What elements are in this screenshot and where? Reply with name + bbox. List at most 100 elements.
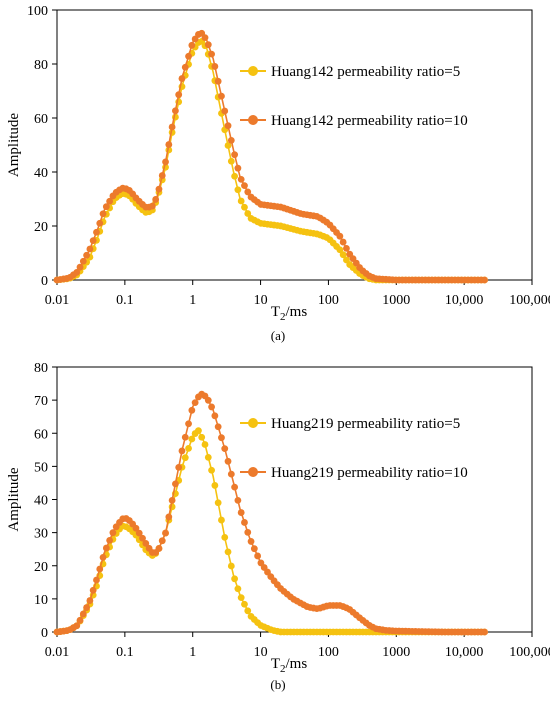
data-point: [79, 257, 87, 265]
x-tick-label: 10,000: [445, 645, 484, 660]
data-point: [224, 457, 232, 465]
data-point: [86, 245, 94, 253]
data-point: [214, 423, 222, 431]
legend-label: Huang219 permeability ratio=5: [271, 416, 460, 432]
data-point: [106, 197, 114, 205]
data-point: [244, 528, 252, 536]
data-point: [89, 586, 97, 594]
y-tick-label: 80: [34, 58, 48, 73]
panel-caption: (b): [270, 677, 285, 692]
data-point: [224, 122, 232, 130]
y-tick-label: 80: [34, 361, 48, 376]
legend-marker: [248, 467, 258, 477]
data-point: [241, 182, 248, 190]
x-tick-label: 1000: [382, 293, 410, 308]
x-tick-label: 1000: [382, 645, 410, 660]
y-tick-label: 40: [34, 494, 48, 509]
data-point: [148, 202, 156, 210]
data-point: [237, 175, 245, 183]
y-tick-label: 60: [34, 427, 48, 442]
data-point: [73, 269, 81, 276]
data-point: [76, 263, 84, 271]
data-point: [102, 203, 110, 211]
data-point: [188, 435, 196, 443]
data-point: [139, 534, 146, 542]
data-point: [231, 575, 239, 583]
data-point: [234, 186, 242, 194]
data-point: [237, 197, 245, 205]
data-point: [211, 63, 219, 70]
data-point: [175, 91, 183, 99]
data-point: [208, 50, 215, 58]
data-point: [188, 41, 196, 49]
data-point: [132, 524, 140, 532]
x-tick-label: 100: [318, 293, 339, 308]
data-point: [109, 529, 117, 537]
data-point: [208, 466, 215, 474]
series-1: [53, 427, 488, 636]
plot-frame: [56, 9, 533, 281]
data-point: [211, 412, 219, 420]
data-point: [244, 607, 252, 615]
y-tick-label: 20: [34, 220, 48, 235]
data-point: [218, 92, 225, 100]
data-point: [231, 172, 239, 180]
x-tick-label: 0.1: [116, 293, 134, 308]
x-tick-label: 100,000: [509, 293, 550, 308]
x-tick-label: 100,000: [509, 645, 550, 660]
legend-marker: [248, 418, 258, 428]
legend-entry: Huang219 permeability ratio=10: [240, 465, 468, 481]
data-point: [158, 537, 166, 545]
x-tick-label: 100: [318, 645, 339, 660]
y-tick-label: 30: [34, 527, 48, 542]
data-point: [481, 628, 488, 636]
x-tick-label: 0.1: [116, 645, 134, 660]
data-point: [89, 237, 97, 245]
data-point: [221, 107, 229, 115]
panel-caption: (a): [271, 328, 285, 343]
data-point: [178, 75, 186, 82]
data-point: [214, 499, 222, 507]
data-point: [181, 433, 189, 441]
data-point: [343, 244, 350, 252]
data-point: [247, 538, 255, 545]
data-point: [231, 151, 239, 159]
data-point: [481, 276, 488, 284]
data-point: [195, 427, 202, 435]
data-point: [201, 441, 209, 448]
data-point: [185, 52, 192, 60]
data-point: [155, 545, 163, 552]
data-point: [152, 196, 160, 203]
data-point: [214, 77, 222, 85]
data-point: [181, 454, 189, 462]
data-point: [208, 403, 215, 411]
data-point: [234, 585, 242, 593]
data-point: [250, 545, 258, 553]
y-tick-label: 40: [34, 166, 48, 181]
chart-a: 0.01 0.1 1 10 100 1000 10,000 100,000 0 20 40 60 80 1…: [6, 4, 550, 343]
plot-frame: [56, 366, 533, 633]
data-point: [336, 232, 344, 240]
data-point: [175, 464, 183, 471]
data-point: [188, 406, 196, 414]
x-tick-label: 1: [189, 293, 196, 308]
data-point: [172, 107, 179, 115]
data-point: [165, 513, 173, 521]
data-point: [155, 185, 163, 193]
legend-marker: [248, 115, 258, 125]
data-point: [86, 597, 94, 604]
data-point: [185, 420, 192, 428]
legend-label: Huang219 permeability ratio=10: [271, 465, 468, 481]
legend-entry: Huang142 permeability ratio=5: [240, 64, 460, 80]
x-tick-label: 0.01: [45, 293, 70, 308]
data-point: [93, 576, 100, 584]
x-tick-label: 0.01: [45, 645, 70, 660]
data-point: [83, 604, 91, 611]
y-tick-label: 10: [34, 593, 48, 608]
legend-label: Huang142 permeability ratio=5: [271, 64, 460, 80]
data-point: [237, 594, 245, 602]
data-point: [96, 565, 104, 573]
y-tick-label: 100: [27, 4, 48, 19]
data-point: [237, 509, 245, 516]
data-point: [191, 399, 199, 406]
